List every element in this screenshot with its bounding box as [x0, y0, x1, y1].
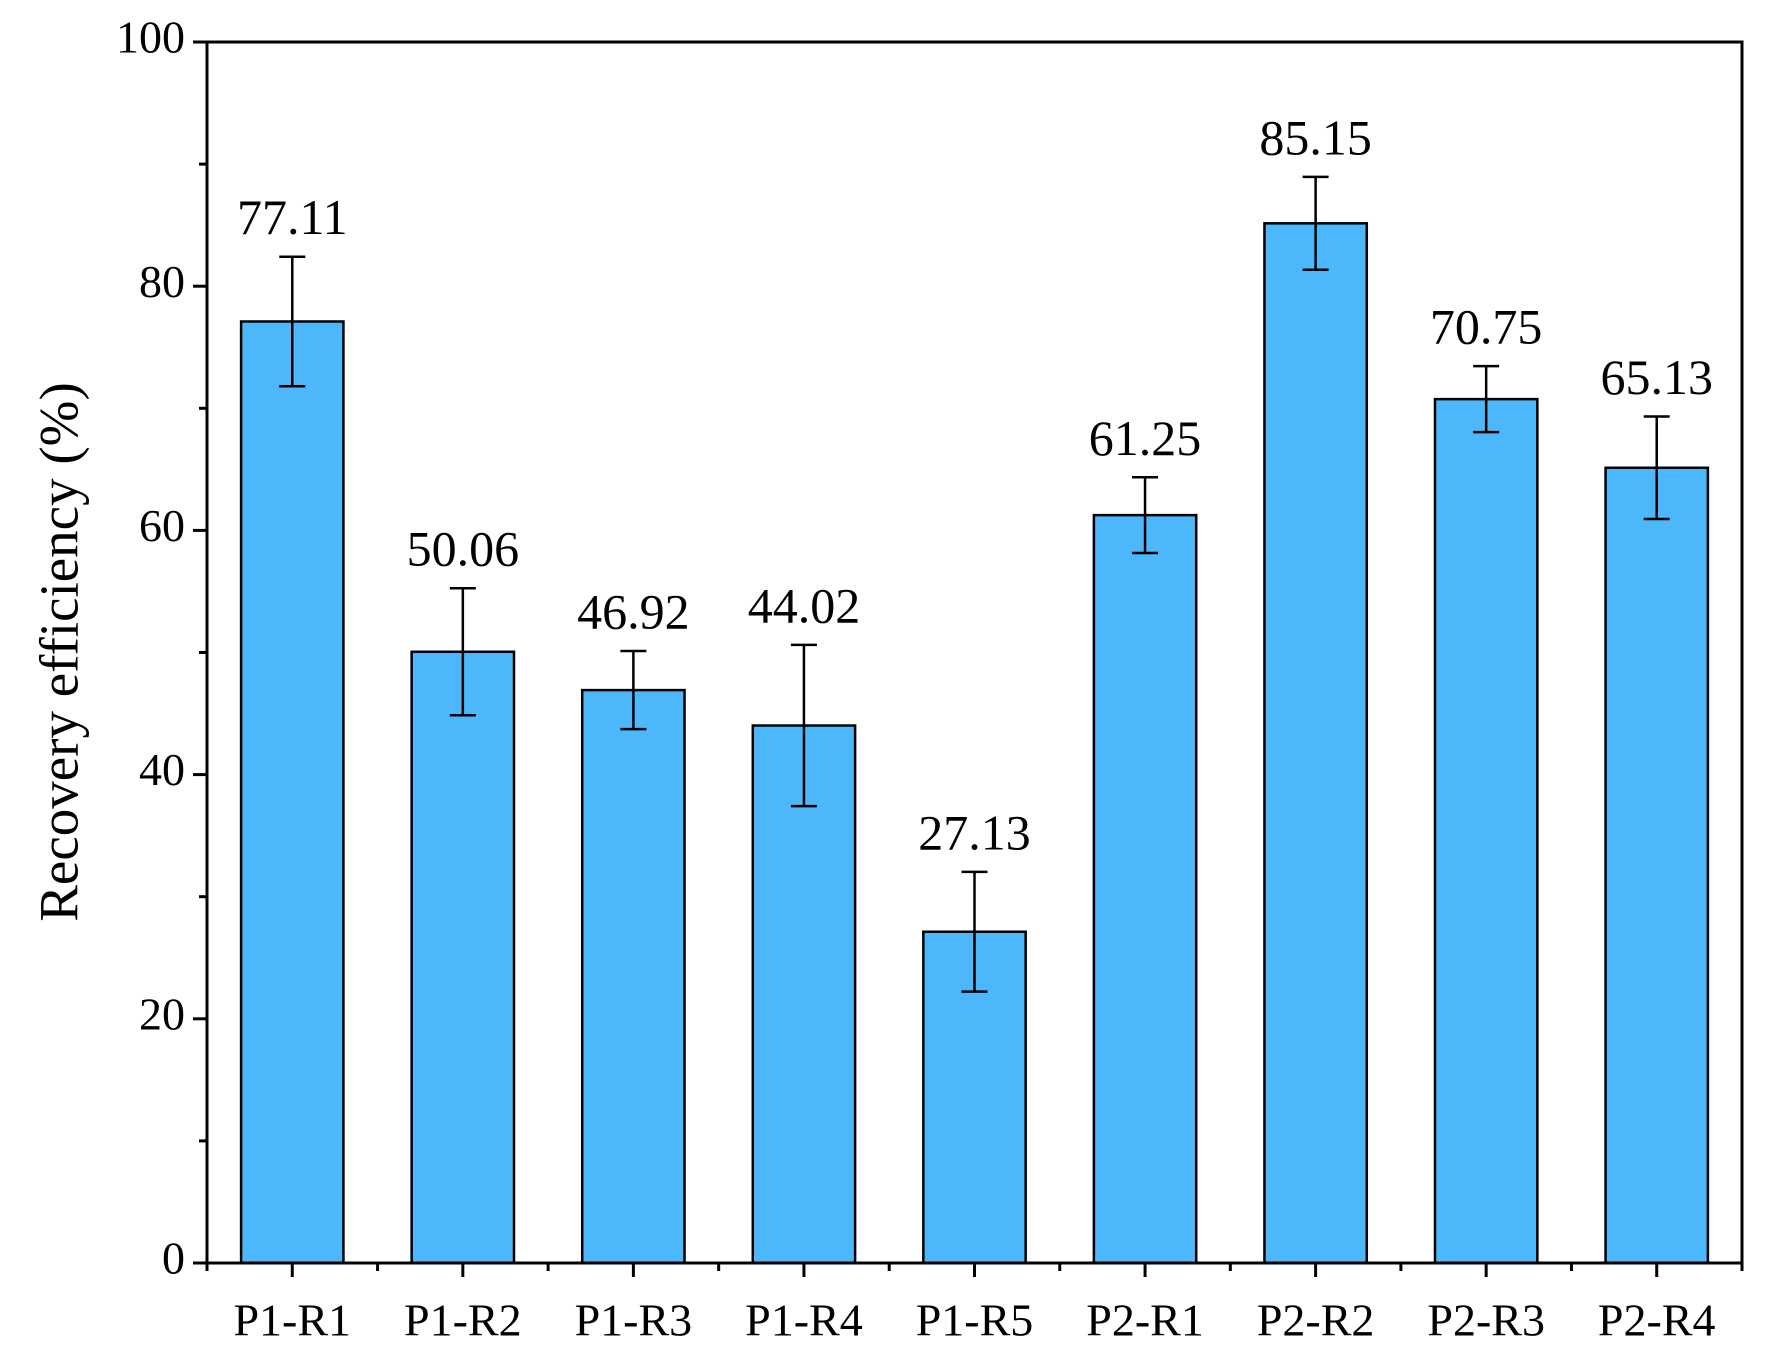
x-tick-label: P2-R3 [1427, 1295, 1545, 1346]
y-tick-label: 20 [139, 988, 185, 1039]
value-label: 85.15 [1259, 109, 1372, 165]
x-tick-label: P1-R1 [233, 1295, 351, 1346]
bar [239, 320, 345, 1265]
value-label: 61.25 [1089, 410, 1202, 466]
value-label: 44.02 [748, 577, 861, 633]
bar [580, 688, 686, 1265]
y-tick-label: 80 [139, 256, 185, 307]
value-label: 70.75 [1430, 299, 1543, 355]
x-tick-label: P1-R5 [916, 1295, 1034, 1346]
x-tick-label: P2-R2 [1257, 1295, 1375, 1346]
bar [1604, 466, 1710, 1265]
y-tick-label: 0 [162, 1233, 185, 1284]
x-tick-label: P2-R4 [1598, 1295, 1716, 1346]
x-tick-label: P1-R2 [404, 1295, 522, 1346]
y-axis-label: Recovery efficiency (%) [29, 382, 90, 922]
value-label: 50.06 [407, 521, 520, 577]
bar [1433, 397, 1539, 1265]
value-label: 46.92 [577, 584, 690, 640]
x-tick-label: P1-R4 [745, 1295, 863, 1346]
x-tick-label: P1-R3 [575, 1295, 693, 1346]
x-tick-label: P2-R1 [1086, 1295, 1204, 1346]
y-tick-label: 100 [116, 12, 185, 63]
y-tick-label: 60 [139, 500, 185, 551]
bar [410, 650, 516, 1265]
bar [1092, 513, 1198, 1265]
bar [1263, 222, 1369, 1265]
plot-frame [205, 40, 1744, 1265]
value-label: 65.13 [1600, 349, 1713, 405]
value-label: 27.13 [918, 804, 1031, 860]
value-label: 77.11 [237, 189, 348, 245]
y-tick-label: 40 [139, 744, 185, 795]
